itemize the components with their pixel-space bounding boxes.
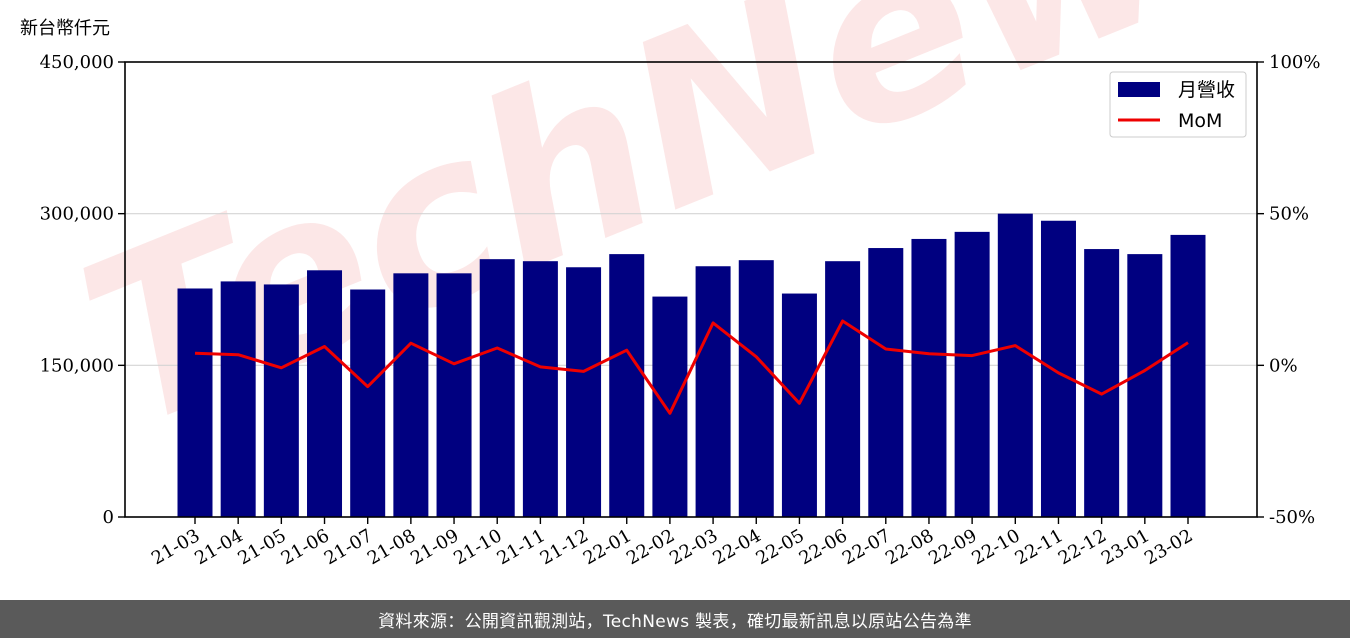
- x-tick-label-21-03: 21-03: [148, 525, 203, 569]
- bar-22-07: [868, 248, 904, 518]
- left-tick-label-2: 300,000: [40, 204, 114, 225]
- mom-line: [194, 319, 1189, 415]
- x-tick-label-22-12: 22-12: [1055, 525, 1110, 569]
- bar-21-12: [566, 267, 602, 517]
- bar-21-03: [177, 288, 213, 517]
- bar-23-01: [1127, 254, 1163, 517]
- left-tick-label-3: 450,000: [40, 52, 114, 73]
- bar-21-06: [307, 270, 343, 517]
- left-tick-label-1: 150,000: [40, 355, 114, 376]
- x-tick-label-21-06: 21-06: [278, 525, 333, 569]
- y-unit-label: 新台幣仟元: [20, 18, 110, 39]
- bar-21-10: [479, 259, 515, 517]
- bar-22-12: [1084, 249, 1120, 518]
- x-tick-label-21-12: 21-12: [537, 525, 592, 569]
- bar-22-09: [954, 231, 990, 517]
- legend-label-revenue: 月營收: [1178, 79, 1235, 101]
- x-tick-label-21-11: 21-11: [493, 525, 548, 569]
- source-text: 資料來源：公開資訊觀測站，TechNews 製表，確切最新訊息以原站公告為準: [378, 611, 972, 632]
- source-footer: 資料來源：公開資訊觀測站，TechNews 製表，確切最新訊息以原站公告為準: [0, 600, 1350, 638]
- x-tick-label-22-11: 22-11: [1012, 525, 1067, 569]
- left-tick-label-0: 0: [103, 507, 114, 528]
- x-tick-label-22-01: 22-01: [580, 525, 635, 569]
- revenue-mom-chart: TechNews 0150,000300,000450,000-50%0%50%…: [20, 0, 1338, 569]
- bar-22-10: [997, 213, 1033, 517]
- right-tick-label-2: 50%: [1269, 204, 1309, 225]
- x-tick-label-23-02: 23-02: [1141, 525, 1196, 569]
- bar-22-05: [781, 293, 817, 517]
- right-tick-label-1: 0%: [1269, 355, 1298, 376]
- bar-22-04: [738, 260, 774, 517]
- bar-22-06: [825, 261, 861, 517]
- legend-label-mom: MoM: [1178, 110, 1222, 132]
- bar-22-11: [1040, 220, 1076, 517]
- x-tick-label-21-09: 21-09: [407, 525, 462, 569]
- x-tick-label-21-08: 21-08: [364, 525, 419, 569]
- bar-21-11: [522, 261, 558, 517]
- x-tick-label-22-07: 22-07: [839, 525, 894, 569]
- legend-swatch-bar: [1118, 82, 1160, 97]
- bar-21-08: [393, 273, 429, 517]
- x-tick-label-21-07: 21-07: [321, 525, 376, 569]
- plot-frame: [124, 61, 1258, 518]
- x-tick-label-21-10: 21-10: [450, 525, 505, 569]
- bar-23-02: [1170, 234, 1206, 517]
- bars: [177, 213, 1206, 518]
- legend: 月營收 MoM: [1109, 71, 1247, 138]
- bar-22-03: [695, 266, 731, 517]
- right-tick-label-0: -50%: [1269, 507, 1315, 528]
- x-tick-label-22-06: 22-06: [796, 525, 851, 569]
- x-tick-label-22-09: 22-09: [925, 525, 980, 569]
- x-tick-label-21-04: 21-04: [191, 525, 246, 569]
- x-tick-label-22-08: 22-08: [882, 525, 937, 569]
- x-tick-label-21-05: 21-05: [234, 525, 289, 569]
- bar-22-02: [652, 296, 688, 517]
- x-tick-label-22-03: 22-03: [666, 525, 721, 569]
- bar-21-07: [350, 289, 386, 517]
- x-tick-label-22-04: 22-04: [709, 525, 764, 569]
- bar-21-05: [263, 284, 299, 517]
- right-tick-label-3: 100%: [1269, 52, 1320, 73]
- x-tick-label-22-10: 22-10: [968, 525, 1023, 569]
- bar-21-09: [436, 273, 472, 517]
- bar-21-04: [220, 281, 256, 517]
- x-tick-label-23-01: 23-01: [1098, 525, 1153, 569]
- x-tick-label-22-05: 22-05: [752, 525, 807, 569]
- x-tick-label-22-02: 22-02: [623, 525, 678, 569]
- mom-series-line: [194, 319, 1189, 415]
- bar-22-01: [609, 254, 645, 517]
- bar-22-08: [911, 238, 947, 517]
